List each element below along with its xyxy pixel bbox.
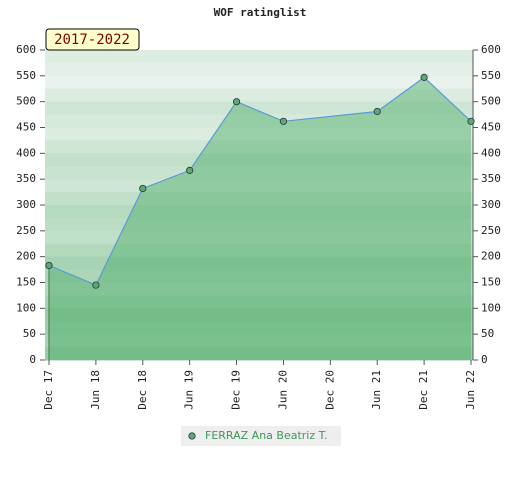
legend-marker [188, 432, 196, 440]
badge: 2017-2022 [54, 32, 130, 48]
background-stripe [45, 282, 473, 296]
y-tick-label: 50 [23, 327, 36, 340]
point [45, 261, 53, 270]
background-stripe [45, 230, 473, 245]
x-tick-label: Jun 22 [464, 370, 477, 410]
chart-title: WOF ratinglist [214, 6, 307, 19]
y-tick-label: 350 [16, 172, 36, 185]
background-stripe [45, 269, 473, 283]
background-stripe [45, 50, 473, 64]
y2-tick-label: 500 [481, 95, 501, 108]
background-stripe [45, 256, 473, 271]
background-stripe [45, 114, 473, 128]
point [92, 281, 100, 289]
y2-tick-label: 600 [481, 43, 501, 56]
y2-tick-label: 400 [481, 146, 501, 159]
background-stripe [45, 88, 473, 103]
y-tick-label: 100 [16, 301, 36, 314]
background-stripe [45, 153, 473, 167]
area [49, 77, 471, 360]
background-stripe [45, 75, 473, 90]
point [420, 73, 428, 81]
point [279, 117, 288, 125]
y-tick-label: 550 [16, 69, 36, 82]
y-tick-label: 0 [29, 353, 36, 366]
y-tick-label: 150 [16, 276, 36, 289]
y2-tick-label: 200 [481, 250, 501, 263]
y-tick-label: 450 [16, 121, 36, 134]
x-tick-label: Jun 19 [183, 370, 196, 410]
point [467, 117, 475, 125]
x-tick-label: Dec 17 [42, 370, 55, 410]
point [139, 184, 147, 193]
background-stripe [45, 295, 473, 309]
y2-tick-label: 0 [481, 353, 488, 366]
background-stripe [45, 179, 473, 193]
y-tick-label: 250 [16, 224, 36, 237]
y-tick-label: 500 [16, 95, 36, 108]
y2-tick-label: 50 [481, 327, 494, 340]
y-tick-label: 400 [16, 146, 36, 159]
background-stripe [45, 166, 473, 180]
background-stripe [45, 347, 473, 361]
background-stripe [45, 101, 473, 116]
background-stripe [45, 243, 473, 258]
badge-box [45, 28, 140, 51]
background-stripe [45, 217, 473, 232]
x-tick-label: Jun 21 [370, 370, 383, 410]
point [232, 98, 241, 106]
y2-tick-label: 450 [481, 121, 501, 134]
x-tick-label: Jun 20 [276, 370, 289, 410]
legend-box [181, 426, 341, 446]
y2-tick-label: 100 [481, 301, 501, 314]
y-tick-label: 200 [16, 250, 36, 263]
background-stripe [45, 205, 473, 219]
background-stripe [45, 321, 473, 335]
y2-tick-label: 250 [481, 224, 501, 237]
y-tick-label: 600 [16, 43, 36, 56]
background-stripe [45, 334, 473, 348]
y2-tick-label: 550 [481, 69, 501, 82]
y2-tick-label: 300 [481, 198, 501, 211]
x-tick-label: Dec 20 [323, 370, 336, 410]
background-stripe [45, 140, 473, 154]
x-tick-label: Jun 18 [89, 370, 102, 410]
legend-label: FERRAZ Ana Beatriz T. [205, 429, 328, 442]
x-tick-label: Dec 18 [136, 370, 149, 410]
background-stripe [45, 127, 473, 141]
background-stripe [45, 62, 473, 77]
point [186, 166, 194, 174]
background-stripe [45, 192, 473, 206]
point [373, 107, 381, 116]
y2-tick-label: 150 [481, 276, 501, 289]
y2-tick-label: 350 [481, 172, 501, 185]
background-stripe [45, 308, 473, 322]
x-tick-label: Dec 19 [230, 370, 243, 410]
y-tick-label: 300 [16, 198, 36, 211]
x-tick-label: Dec 21 [417, 370, 430, 410]
